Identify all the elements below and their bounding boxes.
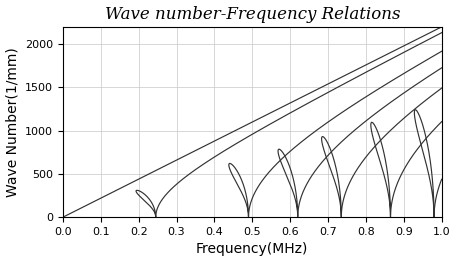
Y-axis label: Wave Number(1/mm): Wave Number(1/mm) <box>5 47 20 197</box>
X-axis label: Frequency(MHz): Frequency(MHz) <box>196 242 308 256</box>
Title: Wave number-Frequency Relations: Wave number-Frequency Relations <box>104 6 399 23</box>
